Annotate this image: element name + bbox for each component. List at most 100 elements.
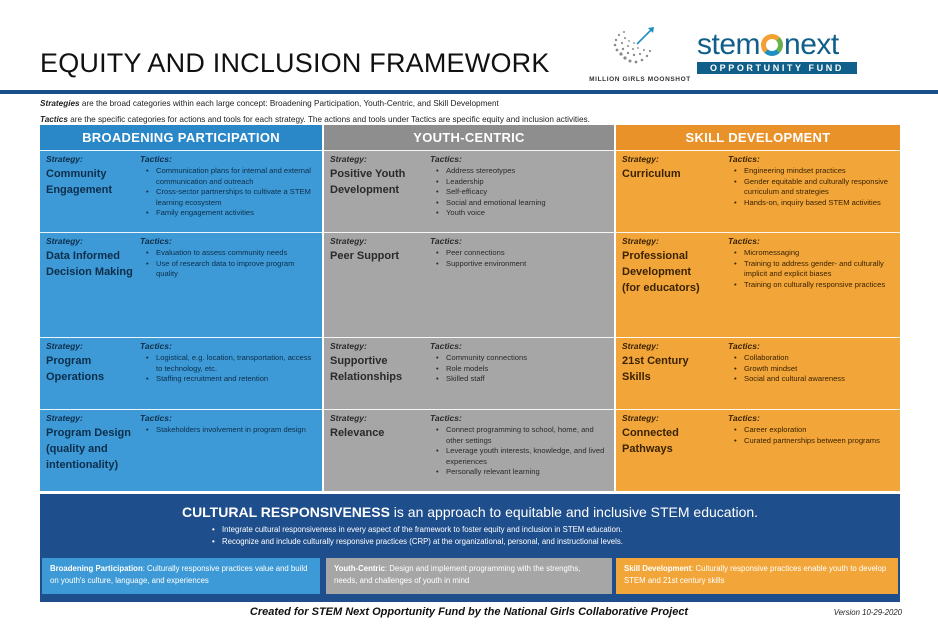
strategy-label-block: Strategy: Program Operations: [46, 341, 136, 385]
strategy-cell: Strategy: Curriculum Tactics: Engineering m…: [616, 150, 900, 232]
list-item: Leverage youth interests, knowledge, and…: [434, 446, 608, 467]
strategy-cell: Strategy: Professional Development (for e…: [616, 232, 900, 337]
tactics-term: Tactics: [40, 115, 68, 124]
stem-next-logo: stem next OPPORTUNITY FUND: [697, 30, 872, 78]
tactics-list: Evaluation to assess community needsUse …: [140, 248, 316, 280]
crp-box-term: Skill Development: [624, 564, 692, 573]
strategy-label: Strategy:: [46, 341, 83, 351]
strategy-label-block: Strategy: Positive Youth Development: [330, 154, 420, 198]
tactics-label: Tactics:: [140, 154, 172, 164]
cultural-responsiveness-panel: CULTURAL RESPONSIVENESS is an approach t…: [40, 494, 900, 602]
list-item: Communication plans for internal and ext…: [144, 166, 316, 187]
crp-box-text: : Culturally responsive practices value …: [50, 564, 308, 585]
strategy-label-block: Strategy: Relevance: [330, 413, 420, 441]
opportunity-fund-bar: OPPORTUNITY FUND: [697, 62, 857, 74]
mgm-caption: MILLION GIRLS MOONSHOT: [589, 76, 691, 83]
list-item: Cross-sector partnerships to cultivate a…: [144, 187, 316, 208]
crp-bullets: Integrate cultural responsiveness in eve…: [210, 524, 623, 548]
crp-box-term: Broadening Participation: [50, 564, 143, 573]
tactics-label: Tactics:: [728, 341, 760, 351]
strategy-name: Data Informed Decision Making: [46, 250, 133, 278]
strategy-label: Strategy:: [622, 341, 659, 351]
tactics-text: are the specific categories for actions …: [67, 115, 590, 124]
strategy-label-block: Strategy: Connected Pathways: [622, 413, 712, 457]
list-item: Stakeholders involvement in program desi…: [144, 425, 316, 436]
list-item: Curated partnerships between programs: [732, 436, 894, 447]
crp-title-rest: is an approach to equitable and inclusiv…: [389, 504, 759, 520]
list-item: Hands-on, inquiry based STEM activities: [732, 198, 894, 209]
strategy-cell: Strategy: Connected Pathways Tactics: Caree…: [616, 409, 900, 491]
strategy-label-block: Strategy: Data Informed Decision Making: [46, 236, 136, 280]
strategy-label-block: Strategy: Curriculum: [622, 154, 712, 182]
crp-box-text: : Design and implement programming with …: [334, 564, 581, 585]
tactics-block: Tactics: Peer connectionsSupportive envir…: [430, 236, 608, 269]
list-item: Recognize and include culturally respons…: [210, 536, 623, 548]
next-word: next: [784, 28, 839, 61]
tactics-label: Tactics:: [430, 236, 462, 246]
column-heading: YOUTH-CENTRIC: [324, 125, 614, 150]
tactics-label: Tactics:: [728, 154, 760, 164]
strategy-name: Peer Support: [330, 250, 400, 262]
crp-box-skill-development: Skill Development: Culturally responsive…: [616, 558, 898, 594]
tactics-list: Address stereotypesLeadershipSelf-effica…: [430, 166, 608, 219]
moonshot-dots-icon: [613, 27, 654, 64]
strategy-label-block: Strategy: Professional Development (for e…: [622, 236, 712, 296]
tactics-label: Tactics:: [140, 236, 172, 246]
version-label: Version 10-29-2020: [833, 608, 902, 617]
strategy-label: Strategy:: [46, 154, 83, 164]
tactics-block: Tactics: Career explorationCurated partne…: [728, 413, 894, 446]
list-item: Staffing recruitment and retention: [144, 374, 316, 385]
tactics-label: Tactics:: [430, 413, 462, 423]
strategy-cell: Strategy: Relevance Tactics: Connect progra…: [324, 409, 614, 491]
list-item: Youth voice: [434, 208, 608, 219]
strategy-label-block: Strategy: 21st Century Skills: [622, 341, 712, 385]
strategies-text: are the broad categories within each lar…: [79, 99, 499, 108]
strategy-name: Supportive Relationships: [330, 355, 403, 383]
strategy-label: Strategy:: [622, 154, 659, 164]
strategy-name: Connected Pathways: [622, 427, 679, 455]
tactics-list: Logistical, e.g. location, transportatio…: [140, 353, 316, 385]
tactics-block: Tactics: Stakeholders involvement in prog…: [140, 413, 316, 436]
column-skill-development: SKILL DEVELOPMENT Strategy: Curriculum Tac…: [616, 125, 900, 491]
strategy-label: Strategy:: [330, 236, 367, 246]
tactics-list: CollaborationGrowth mindsetSocial and cu…: [728, 353, 894, 385]
list-item: Training on culturally responsive practi…: [732, 280, 894, 291]
list-item: Use of research data to improve program …: [144, 259, 316, 280]
list-item: Address stereotypes: [434, 166, 608, 177]
list-item: Role models: [434, 364, 608, 375]
strategy-label-block: Strategy: Supportive Relationships: [330, 341, 420, 385]
footer-credit: Created for STEM Next Opportunity Fund b…: [249, 606, 689, 618]
list-item: Training to address gender- and cultural…: [732, 259, 894, 280]
list-item: Social and emotional learning: [434, 198, 608, 209]
list-item: Skilled staff: [434, 374, 608, 385]
list-item: Micromessaging: [732, 248, 894, 259]
strategy-label-block: Strategy: Program Design (quality and int…: [46, 413, 136, 473]
strategy-label: Strategy:: [330, 154, 367, 164]
list-item: Integrate cultural responsiveness in eve…: [210, 524, 623, 536]
tactics-list: Connect programming to school, home, and…: [430, 425, 608, 478]
crp-box-broadening-participation: Broadening Participation: Culturally res…: [42, 558, 320, 594]
crp-title-bold: CULTURAL RESPONSIVENESS: [181, 504, 390, 520]
strategy-cell: Strategy: Peer Support Tactics: Peer connec…: [324, 232, 614, 337]
list-item: Career exploration: [732, 425, 894, 436]
tactics-label: Tactics:: [140, 413, 172, 423]
tactics-block: Tactics: Connect programming to school, h…: [430, 413, 608, 478]
strategy-cell: Strategy: Positive Youth Development Tacti…: [324, 150, 614, 232]
list-item: Growth mindset: [732, 364, 894, 375]
strategy-cell: Strategy: Supportive Relationships Tactics…: [324, 337, 614, 409]
strategy-name: Program Operations: [46, 355, 105, 383]
list-item: Peer connections: [434, 248, 608, 259]
page-title: EQUITY AND INCLUSION FRAMEWORK: [40, 48, 550, 78]
tactics-block: Tactics: Logistical, e.g. location, trans…: [140, 341, 316, 385]
list-item: Collaboration: [732, 353, 894, 364]
definitions: Strategies are the broad categories with…: [40, 96, 920, 128]
list-item: Gender equitable and culturally responsi…: [732, 177, 894, 198]
column-broadening-participation: BROADENING PARTICIPATION Strategy: Commun…: [40, 125, 322, 491]
strategy-label: Strategy:: [46, 236, 83, 246]
tactics-block: Tactics: MicromessagingTraining to addres…: [728, 236, 894, 290]
stem-word: stem: [697, 28, 761, 61]
list-item: Supportive environment: [434, 259, 608, 270]
tactics-label: Tactics:: [430, 154, 462, 164]
strategy-cell: Strategy: 21st Century Skills Tactics: Coll…: [616, 337, 900, 409]
strategy-label: Strategy:: [330, 413, 367, 423]
